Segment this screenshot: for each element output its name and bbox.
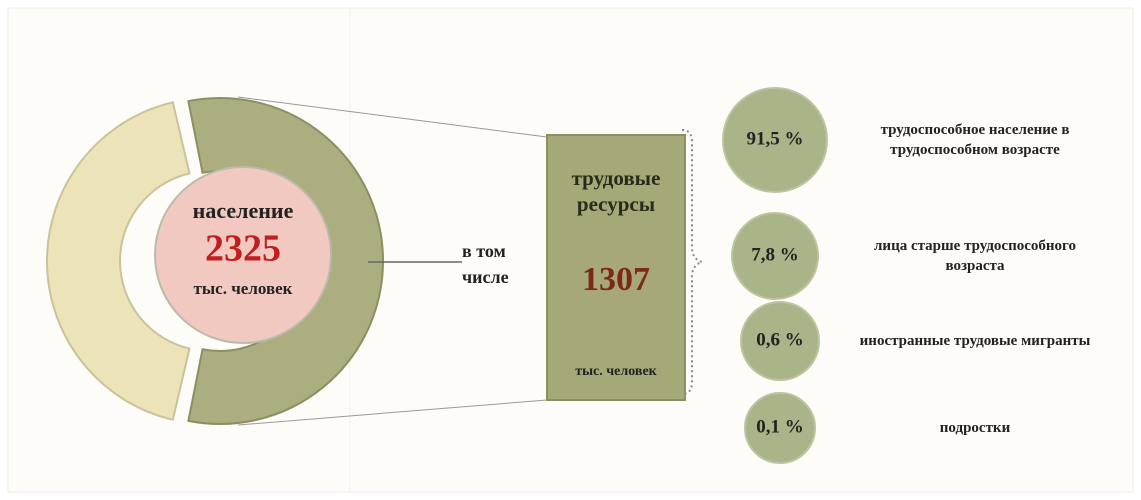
population-unit: тыс. человек	[194, 279, 293, 298]
share-label-box: подростки	[939, 420, 1011, 436]
connector-line	[237, 399, 548, 426]
share-percent: 7,8 %	[751, 244, 799, 265]
labor-label: трудовые ресурсы	[571, 166, 661, 216]
share-label: подростки	[939, 420, 1011, 436]
labor-value: 1307	[582, 261, 650, 298]
share-label-box: иностранные трудовые мигранты	[859, 333, 1091, 349]
labor-unit: тыс. человек	[575, 364, 657, 379]
share-circle	[740, 301, 820, 381]
share-percent: 0,1 %	[756, 416, 804, 437]
shares: 91,5 % трудоспособное население в трудосп…	[722, 87, 1091, 464]
share-circle	[744, 392, 816, 464]
share-percent: 0,6 %	[756, 329, 804, 350]
connector-label: в том числе	[462, 241, 509, 287]
population-label: население	[193, 198, 294, 223]
share-circle	[722, 87, 828, 193]
donut	[45, 97, 384, 425]
share-percent: 91,5 %	[747, 128, 804, 149]
share-label: трудоспособное население в трудоспособно…	[880, 122, 1070, 158]
labor-title: трудовые ресурсы	[571, 166, 661, 216]
share-label-box: лица старше трудоспособного возраста	[874, 238, 1076, 274]
population-value: 2325	[205, 228, 281, 270]
share-circle	[731, 212, 819, 300]
rest-segment	[45, 101, 191, 421]
share-label: иностранные трудовые мигранты	[859, 333, 1091, 349]
connector-line	[237, 96, 548, 138]
population-circle	[154, 166, 332, 344]
share-label: лица старше трудоспособного возраста	[874, 238, 1076, 274]
connector-text: в том числе	[462, 241, 509, 287]
share-label-box: трудоспособное население в трудоспособно…	[880, 122, 1070, 158]
labor-box	[546, 134, 686, 401]
